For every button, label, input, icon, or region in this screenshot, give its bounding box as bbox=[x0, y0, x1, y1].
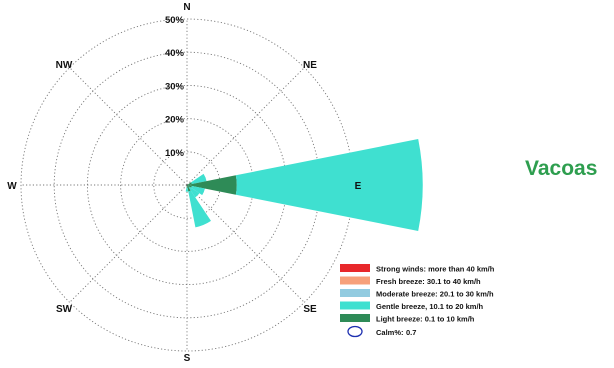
calm-value: 0.7 bbox=[406, 328, 416, 337]
legend-label-light: Light breeze: 0.1 to 10 km/h bbox=[376, 315, 475, 324]
direction-label-nw: NW bbox=[56, 60, 73, 71]
legend-swatch-strong bbox=[340, 264, 370, 272]
direction-label-w: W bbox=[7, 181, 17, 192]
direction-label-e: E bbox=[355, 181, 362, 192]
sector-se-light bbox=[187, 185, 190, 188]
direction-label-se: SE bbox=[303, 304, 317, 315]
grid-spoke-se bbox=[186, 184, 305, 303]
direction-label-n: N bbox=[183, 2, 190, 13]
grid-spoke-ne bbox=[186, 67, 305, 186]
calm-label: Calm%: bbox=[376, 328, 404, 337]
legend-swatch-fresh bbox=[340, 276, 370, 285]
grid-spoke-nw bbox=[69, 67, 188, 186]
ring-label-20: 20% bbox=[165, 115, 185, 126]
legend-label-moderate: Moderate breeze: 20.1 to 30 km/h bbox=[376, 290, 494, 299]
sector-s-gentle bbox=[185, 187, 189, 192]
grid-spoke-sw bbox=[69, 184, 188, 303]
legend-label-fresh: Fresh breeze: 30.1 to 40 km/h bbox=[376, 277, 481, 286]
legend: Strong winds: more than 40 km/h Fresh bre… bbox=[340, 264, 495, 338]
legend-swatch-light bbox=[340, 314, 370, 322]
sectors bbox=[185, 139, 423, 231]
station-title: Vacoas bbox=[525, 157, 598, 180]
calm-marker bbox=[347, 325, 363, 338]
legend-swatch-moderate bbox=[340, 289, 370, 297]
sector-se-gentle bbox=[188, 186, 200, 198]
direction-label-sw: SW bbox=[56, 304, 73, 315]
ring-label-40: 40% bbox=[165, 48, 185, 59]
legend-label-gentle: Gentle breeze, 10.1 to 20 km/h bbox=[376, 302, 484, 311]
legend-swatch-gentle bbox=[340, 301, 370, 310]
sector-ene-gentle bbox=[191, 173, 207, 185]
sector-ese-light bbox=[187, 185, 192, 188]
ring-label-50: 50% bbox=[165, 15, 185, 26]
ring-label-10: 10% bbox=[165, 148, 185, 159]
sector-sse-light bbox=[187, 185, 191, 192]
ring-label-30: 30% bbox=[165, 81, 185, 92]
legend-label-strong: Strong winds: more than 40 km/h bbox=[376, 265, 495, 274]
sector-e-light bbox=[187, 175, 237, 195]
labels: 10% 20% 30% 40% 50% N NE E SE S SW W NW bbox=[7, 2, 361, 364]
direction-label-s: S bbox=[184, 353, 191, 364]
sector-s-light bbox=[186, 185, 188, 188]
direction-label-ne: NE bbox=[303, 60, 317, 71]
sector-ese-gentle bbox=[191, 185, 205, 196]
sector-sse-gentle bbox=[188, 190, 211, 228]
sector-ene-light bbox=[187, 182, 192, 185]
sector-e-gentle bbox=[235, 139, 423, 231]
